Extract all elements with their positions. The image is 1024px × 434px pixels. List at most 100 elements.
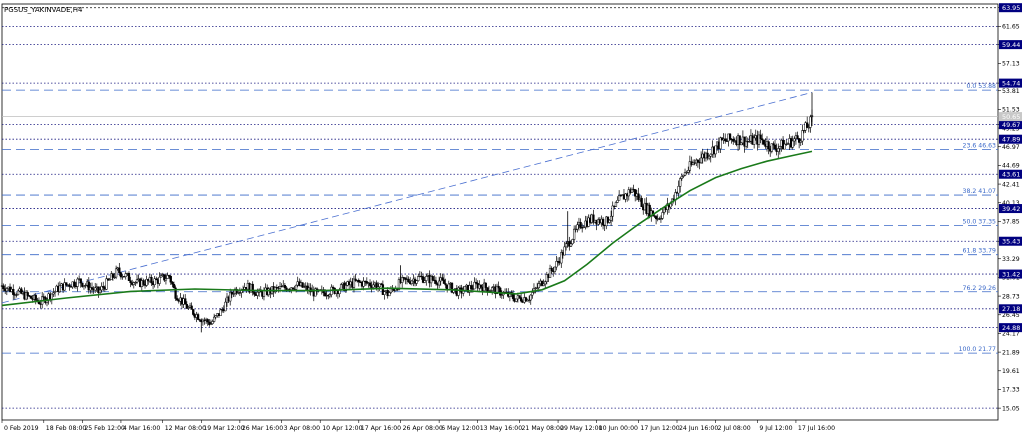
candle-body — [669, 203, 672, 208]
candle-body — [634, 189, 637, 197]
price-label-box — [999, 269, 1022, 279]
candle — [619, 194, 622, 197]
candle — [680, 173, 683, 181]
price-label-box — [999, 204, 1022, 214]
candle-body — [606, 216, 610, 223]
candle-body — [150, 277, 153, 284]
candle — [682, 174, 685, 179]
candle-body — [357, 279, 360, 283]
candle — [230, 290, 233, 299]
candle-body — [111, 273, 115, 278]
candle-body — [563, 246, 566, 256]
candle — [637, 187, 640, 202]
candle-body — [42, 296, 45, 298]
candle — [553, 266, 557, 275]
candle-body — [773, 144, 777, 150]
candle — [415, 279, 418, 286]
candle-body — [388, 292, 391, 297]
candle-body — [404, 277, 407, 280]
candle — [214, 315, 217, 320]
candle — [328, 293, 332, 299]
candle-body — [278, 286, 282, 289]
candle — [767, 140, 770, 155]
x-tick-label: 10 Jun 00:00 — [599, 425, 638, 432]
candle-body — [124, 273, 127, 277]
candle — [98, 286, 102, 295]
candle-body — [410, 280, 413, 284]
candle — [515, 298, 518, 303]
y-tick-label: 21.89 — [1002, 349, 1020, 356]
fib-label: 50.0 37.35 — [963, 219, 997, 226]
candle — [301, 282, 304, 288]
candle — [362, 277, 365, 291]
candle-body — [796, 135, 799, 139]
candle — [383, 290, 386, 300]
candle-body — [442, 279, 446, 284]
price-label-box — [999, 304, 1022, 314]
x-tick-label: 19 Mar 12:00 — [203, 425, 244, 432]
candle — [540, 280, 544, 287]
candle — [524, 296, 528, 302]
candle-body — [100, 286, 103, 291]
candle — [548, 264, 552, 278]
candle-body — [235, 288, 238, 294]
candle — [90, 282, 94, 294]
candle-body — [211, 321, 214, 324]
candle — [661, 208, 664, 220]
candle-body — [212, 316, 216, 322]
price-label-text: 59.44 — [1002, 41, 1020, 49]
candle — [500, 290, 503, 299]
candle-body — [437, 280, 441, 286]
candle — [606, 216, 610, 224]
candle — [142, 278, 145, 287]
candle — [169, 274, 172, 285]
candle-body — [462, 290, 465, 294]
candle-body — [778, 146, 782, 149]
candle — [111, 272, 115, 281]
price-label-text: 39.42 — [1002, 205, 1020, 213]
candle — [679, 177, 682, 193]
candle-body — [171, 281, 174, 285]
candle — [685, 170, 688, 175]
candle — [235, 286, 238, 296]
candle-body — [214, 315, 217, 318]
candle — [732, 136, 735, 145]
candle-body — [134, 282, 137, 284]
trendline — [1, 92, 813, 304]
candle-body — [417, 276, 420, 281]
candle-body — [518, 295, 521, 298]
candle-body — [473, 281, 476, 290]
y-tick-label: 17.33 — [1002, 387, 1020, 394]
candle — [2, 283, 5, 292]
candle-body — [119, 272, 123, 278]
candle-body — [759, 134, 762, 139]
candle-body — [50, 293, 53, 300]
y-tick-label: 53.81 — [1002, 88, 1020, 95]
candle-body — [728, 133, 732, 140]
candle-body — [158, 276, 161, 284]
candle — [608, 219, 611, 224]
candle — [489, 289, 492, 292]
candle-body — [470, 285, 473, 289]
candle-body — [184, 298, 187, 305]
candle-body — [762, 139, 765, 145]
candle — [687, 166, 690, 175]
fib-label: 0.0 53.88 — [966, 83, 996, 90]
candle — [380, 282, 383, 286]
candle — [807, 124, 810, 133]
candle-body — [368, 282, 372, 286]
candle-body — [192, 309, 195, 315]
candle — [198, 318, 201, 322]
candle — [15, 292, 18, 298]
candle — [331, 285, 335, 290]
candle — [283, 282, 287, 290]
x-tick-label: 24 Jun 16:00 — [679, 425, 718, 432]
price-label-box — [999, 323, 1022, 333]
candle — [744, 136, 748, 149]
candle-body — [511, 294, 515, 299]
price-label-text: 43.61 — [1002, 171, 1020, 179]
candle-body — [256, 292, 259, 296]
candle-body — [129, 280, 132, 283]
candle — [20, 287, 23, 295]
